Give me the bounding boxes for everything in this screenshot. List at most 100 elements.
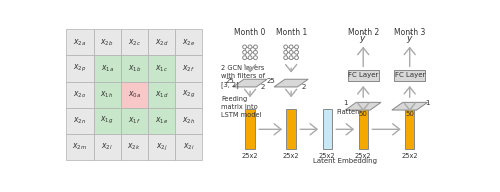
Circle shape [242, 45, 246, 49]
Text: $x_{2j}$: $x_{2j}$ [156, 142, 167, 153]
Bar [120, 29, 148, 55]
Text: $x_{1e}$: $x_{1e}$ [154, 116, 168, 126]
Text: FC Layer: FC Layer [348, 72, 378, 78]
Bar [148, 82, 175, 108]
Text: 25x2: 25x2 [402, 153, 418, 159]
Text: $x_{0a}$: $x_{0a}$ [128, 89, 140, 100]
Bar [120, 82, 148, 108]
Text: $x_{2f}$: $x_{2f}$ [182, 63, 195, 74]
Text: $x_{2n}$: $x_{2n}$ [74, 116, 86, 126]
Text: 25x2: 25x2 [355, 153, 372, 159]
Bar [148, 29, 175, 55]
Text: 25: 25 [266, 78, 275, 84]
Bar [66, 108, 94, 134]
Circle shape [284, 50, 288, 54]
Text: Flatten: Flatten [336, 109, 359, 115]
Text: 25x2: 25x2 [283, 153, 300, 159]
Bar [120, 134, 148, 160]
Circle shape [254, 45, 258, 49]
Text: $x_{1d}$: $x_{1d}$ [154, 89, 168, 100]
Circle shape [294, 56, 298, 60]
Circle shape [254, 50, 258, 54]
Text: $\hat{y}$: $\hat{y}$ [360, 31, 367, 46]
Bar [286, 109, 296, 149]
Text: $x_{2o}$: $x_{2o}$ [74, 89, 86, 100]
Text: $\hat{y}$: $\hat{y}$ [406, 31, 413, 46]
Text: $x_{1b}$: $x_{1b}$ [128, 63, 141, 74]
Text: $x_{2e}$: $x_{2e}$ [182, 37, 195, 48]
Circle shape [289, 56, 293, 60]
Text: $x_{2h}$: $x_{2h}$ [182, 116, 195, 126]
Text: $x_{1c}$: $x_{1c}$ [155, 63, 168, 74]
Circle shape [284, 56, 288, 60]
Text: $x_{2g}$: $x_{2g}$ [182, 89, 195, 100]
Text: $x_{1f}$: $x_{1f}$ [128, 116, 140, 126]
Circle shape [254, 56, 258, 60]
Bar [120, 108, 148, 134]
Text: 50: 50 [406, 111, 414, 117]
Bar [175, 29, 202, 55]
Bar [322, 109, 332, 149]
Text: Month 2: Month 2 [348, 28, 379, 37]
Polygon shape [392, 102, 428, 110]
Text: $x_{2d}$: $x_{2d}$ [154, 37, 168, 48]
Bar [246, 109, 254, 149]
Bar [66, 55, 94, 82]
Bar [66, 82, 94, 108]
Bar [66, 134, 94, 160]
Circle shape [242, 56, 246, 60]
Polygon shape [274, 79, 308, 87]
Bar [358, 109, 368, 149]
Text: Feeding
matrix into
LSTM model: Feeding matrix into LSTM model [222, 96, 262, 118]
Bar [175, 134, 202, 160]
Text: 2: 2 [260, 84, 264, 90]
Bar [148, 108, 175, 134]
Text: $x_{2b}$: $x_{2b}$ [100, 37, 114, 48]
Bar [394, 70, 425, 81]
Polygon shape [233, 79, 267, 87]
Text: 25: 25 [225, 78, 234, 84]
Text: $x_{1g}$: $x_{1g}$ [100, 115, 114, 126]
Text: Month 3: Month 3 [394, 28, 426, 37]
Bar [405, 109, 414, 149]
Text: 1: 1 [425, 100, 430, 106]
Bar [175, 82, 202, 108]
Bar [94, 82, 120, 108]
Text: FC Layer: FC Layer [394, 72, 425, 78]
Circle shape [248, 45, 252, 49]
Text: $x_{1h}$: $x_{1h}$ [100, 89, 114, 100]
Text: 50: 50 [359, 111, 368, 117]
Bar [94, 29, 120, 55]
Circle shape [284, 45, 288, 49]
Text: $x_{2m}$: $x_{2m}$ [72, 142, 88, 152]
Text: 1: 1 [343, 100, 347, 106]
Polygon shape [346, 102, 381, 110]
Bar [120, 55, 148, 82]
Bar [175, 108, 202, 134]
Text: Month 1: Month 1 [276, 28, 307, 37]
Text: $x_{1a}$: $x_{1a}$ [100, 63, 114, 74]
Bar [66, 29, 94, 55]
Text: 2: 2 [301, 84, 306, 90]
Text: $x_{2l}$: $x_{2l}$ [102, 142, 113, 152]
Text: 25x2: 25x2 [242, 153, 258, 159]
Text: $x_{2c}$: $x_{2c}$ [128, 37, 140, 48]
Text: Month 0: Month 0 [234, 28, 266, 37]
Circle shape [294, 45, 298, 49]
Text: $x_{2a}$: $x_{2a}$ [74, 37, 86, 48]
Text: $x_{2k}$: $x_{2k}$ [128, 142, 141, 152]
Circle shape [248, 50, 252, 54]
Circle shape [294, 50, 298, 54]
Circle shape [242, 50, 246, 54]
Bar [348, 70, 378, 81]
Bar [94, 55, 120, 82]
Text: Latent Embedding: Latent Embedding [313, 158, 377, 164]
Circle shape [289, 50, 293, 54]
Text: $x_{2i}$: $x_{2i}$ [182, 142, 194, 152]
Circle shape [248, 56, 252, 60]
Circle shape [289, 45, 293, 49]
Bar [175, 55, 202, 82]
Text: $x_{2p}$: $x_{2p}$ [74, 63, 86, 74]
Bar [94, 134, 120, 160]
Text: 25x2: 25x2 [319, 153, 336, 159]
